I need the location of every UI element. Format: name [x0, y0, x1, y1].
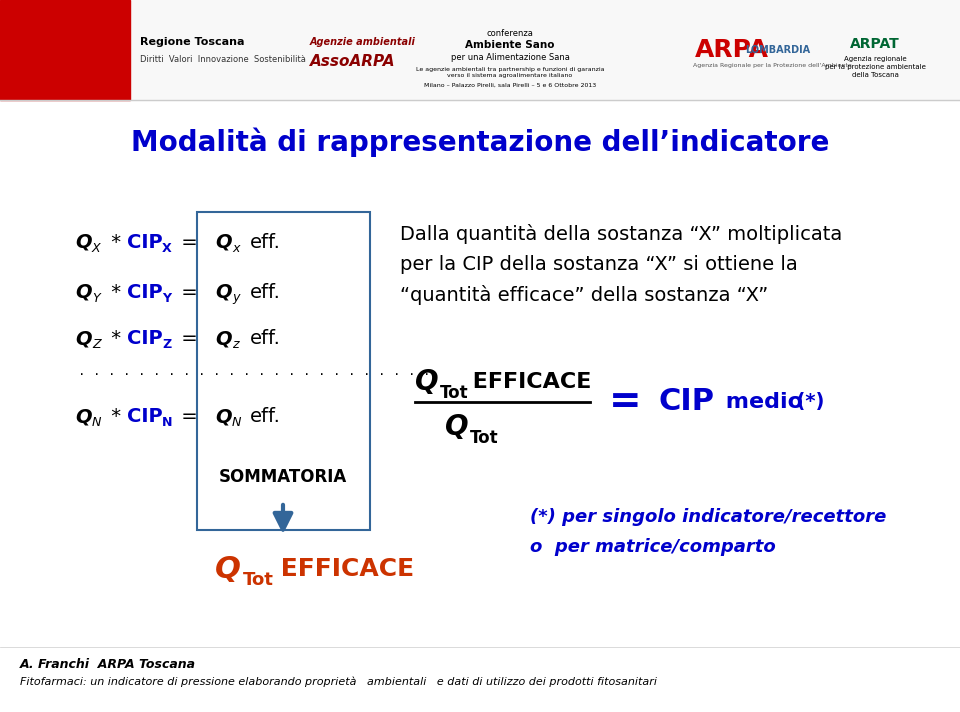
- Text: · · · · · · · · · · · · · · · · · · · · · · · ·: · · · · · · · · · · · · · · · · · · · · …: [78, 367, 430, 380]
- Text: Y: Y: [162, 291, 171, 305]
- Text: ARPAT: ARPAT: [851, 37, 900, 51]
- Text: Milano – Palazzo Pirelli, sala Pirelli – 5 e 6 Ottobre 2013: Milano – Palazzo Pirelli, sala Pirelli –…: [424, 83, 596, 88]
- Text: LOMBARDIA: LOMBARDIA: [745, 45, 810, 55]
- Text: EFFICACE: EFFICACE: [272, 557, 414, 581]
- Text: z: z: [232, 338, 239, 352]
- Text: CIP: CIP: [127, 407, 162, 426]
- Text: Q: Q: [75, 233, 91, 251]
- Text: ARPA: ARPA: [695, 38, 769, 62]
- Text: CIP: CIP: [127, 283, 162, 301]
- Text: N: N: [232, 417, 242, 429]
- Text: (*): (*): [783, 392, 825, 412]
- Text: Q: Q: [445, 413, 468, 441]
- Text: o  per matrice/comparto: o per matrice/comparto: [530, 538, 776, 556]
- Text: *: *: [105, 233, 128, 251]
- Text: CIP: CIP: [127, 233, 162, 251]
- Text: Diritti  Valori  Innovazione  Sostenibilità: Diritti Valori Innovazione Sostenibilità: [140, 55, 306, 63]
- Text: della Toscana: della Toscana: [852, 72, 899, 78]
- Text: N: N: [162, 417, 173, 429]
- Text: x: x: [232, 241, 239, 254]
- Text: Z: Z: [162, 338, 171, 352]
- Text: =: =: [175, 283, 198, 301]
- Text: X: X: [92, 241, 101, 254]
- Text: =: =: [175, 233, 198, 251]
- Text: *: *: [105, 330, 128, 348]
- Text: Q: Q: [75, 407, 91, 426]
- Text: N: N: [92, 417, 102, 429]
- Text: Ambiente Sano: Ambiente Sano: [466, 40, 555, 50]
- Text: CIP: CIP: [658, 387, 714, 417]
- Text: Regione Toscana: Regione Toscana: [140, 37, 245, 47]
- Text: Agenzia Regionale per la Protezione dell'Ambiente: Agenzia Regionale per la Protezione dell…: [693, 63, 852, 68]
- Text: eff.: eff.: [250, 233, 281, 251]
- Text: Z: Z: [92, 338, 101, 352]
- Text: Q: Q: [215, 283, 231, 301]
- Text: AssoARPA: AssoARPA: [310, 53, 396, 68]
- Text: Q: Q: [215, 555, 241, 584]
- Text: Tot: Tot: [243, 571, 274, 589]
- Text: per una Alimentazione Sana: per una Alimentazione Sana: [450, 53, 569, 61]
- Text: verso il sistema agroalimentare italiano: verso il sistema agroalimentare italiano: [447, 73, 572, 78]
- Text: =: =: [175, 407, 198, 426]
- Text: (*) per singolo indicatore/recettore: (*) per singolo indicatore/recettore: [530, 508, 886, 526]
- Text: eff.: eff.: [250, 330, 281, 348]
- Text: Le agenzie ambientali tra partnership e funzioni di garanzia: Le agenzie ambientali tra partnership e …: [416, 66, 604, 71]
- Text: Q: Q: [215, 233, 231, 251]
- Text: Y: Y: [92, 291, 100, 305]
- Text: eff.: eff.: [250, 283, 281, 301]
- Text: eff.: eff.: [250, 407, 281, 426]
- Bar: [0, 0, 130, 100]
- Text: Q: Q: [215, 330, 231, 348]
- Text: Fitofarmaci: un indicatore di pressione elaborando proprietà   ambientali   e da: Fitofarmaci: un indicatore di pressione …: [20, 676, 657, 687]
- Text: =: =: [175, 330, 198, 348]
- Text: y: y: [232, 291, 239, 305]
- Text: Agenzie ambientali: Agenzie ambientali: [310, 37, 416, 47]
- Text: Tot: Tot: [470, 429, 498, 447]
- Bar: [0, 0, 960, 100]
- Text: Tot: Tot: [440, 384, 468, 402]
- Text: per la protezione ambientale: per la protezione ambientale: [825, 64, 925, 70]
- Text: Q: Q: [415, 368, 439, 396]
- Text: CIP: CIP: [127, 330, 162, 348]
- Text: Dalla quantità della sostanza “X” moltiplicata
per la CIP della sostanza “X” si : Dalla quantità della sostanza “X” moltip…: [400, 224, 842, 305]
- Bar: [197, 212, 370, 530]
- Text: Q: Q: [75, 283, 91, 301]
- Text: *: *: [105, 283, 128, 301]
- Text: A. Franchi  ARPA Toscana: A. Franchi ARPA Toscana: [20, 657, 196, 671]
- Text: Modalità di rappresentazione dell’indicatore: Modalità di rappresentazione dell’indica…: [131, 127, 829, 157]
- Text: SOMMATORIA: SOMMATORIA: [219, 468, 348, 486]
- Text: conferenza: conferenza: [487, 29, 534, 38]
- Text: Q: Q: [215, 407, 231, 426]
- Text: X: X: [162, 241, 172, 254]
- Text: =: =: [609, 383, 641, 421]
- Text: medio: medio: [718, 392, 803, 412]
- Text: *: *: [105, 407, 128, 426]
- Text: Agenzia regionale: Agenzia regionale: [844, 56, 906, 62]
- Text: Q: Q: [75, 330, 91, 348]
- Text: EFFICACE: EFFICACE: [465, 372, 591, 392]
